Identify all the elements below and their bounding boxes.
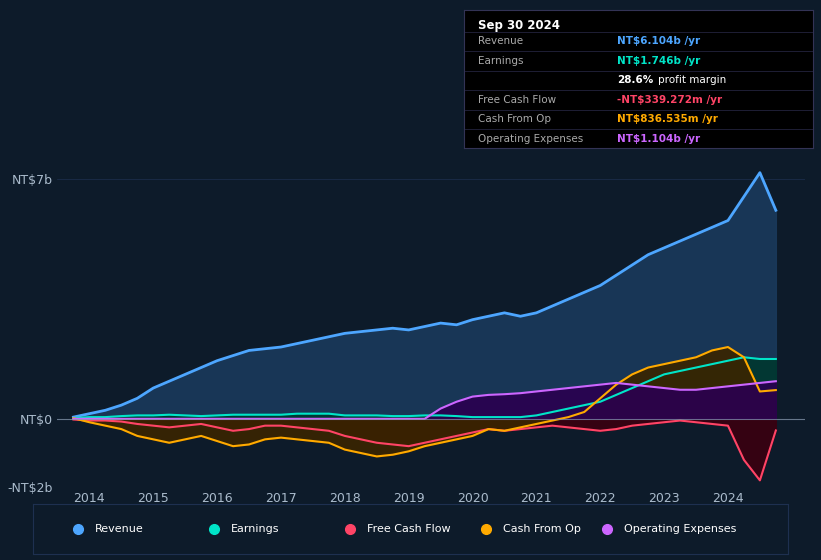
Text: -NT$339.272m /yr: -NT$339.272m /yr: [617, 95, 722, 105]
Text: Operating Expenses: Operating Expenses: [478, 134, 583, 144]
Text: Free Cash Flow: Free Cash Flow: [478, 95, 556, 105]
Text: Revenue: Revenue: [94, 524, 144, 534]
Text: 28.6%: 28.6%: [617, 76, 654, 85]
Text: Cash From Op: Cash From Op: [502, 524, 580, 534]
Text: Earnings: Earnings: [478, 56, 523, 66]
Text: Earnings: Earnings: [231, 524, 279, 534]
Text: profit margin: profit margin: [658, 76, 726, 85]
Text: NT$1.104b /yr: NT$1.104b /yr: [617, 134, 700, 144]
Text: Revenue: Revenue: [478, 36, 523, 46]
Text: Free Cash Flow: Free Cash Flow: [367, 524, 450, 534]
Text: Sep 30 2024: Sep 30 2024: [478, 19, 560, 32]
Text: Operating Expenses: Operating Expenses: [623, 524, 736, 534]
Text: NT$6.104b /yr: NT$6.104b /yr: [617, 36, 700, 46]
Text: NT$1.746b /yr: NT$1.746b /yr: [617, 56, 700, 66]
Text: NT$836.535m /yr: NT$836.535m /yr: [617, 114, 718, 124]
Text: Cash From Op: Cash From Op: [478, 114, 551, 124]
